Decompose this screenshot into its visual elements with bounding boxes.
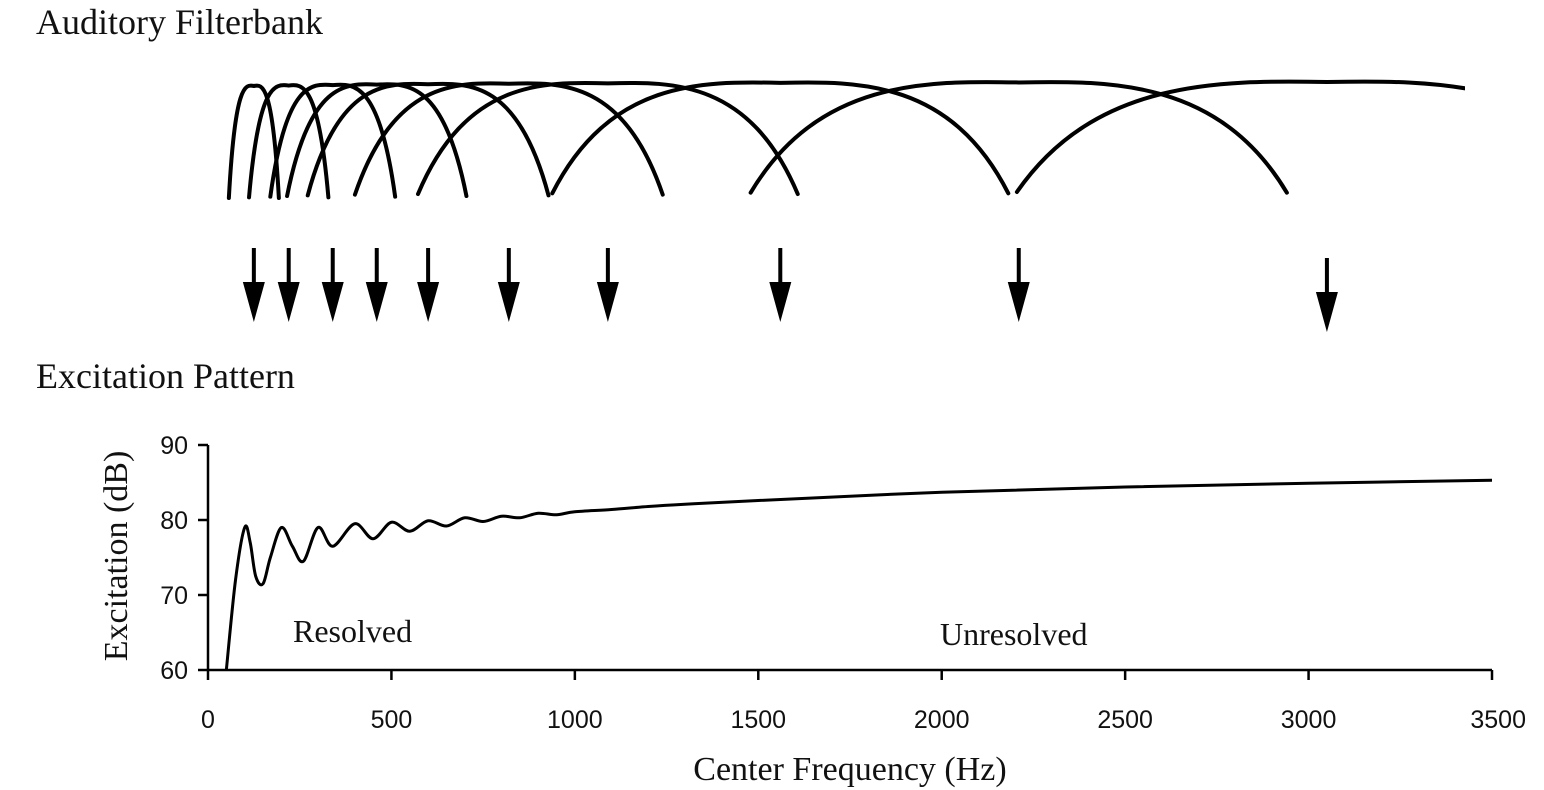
resolved-annotation: Resolved xyxy=(293,613,412,649)
arrow-head xyxy=(242,282,265,322)
filter-curve xyxy=(416,80,800,196)
filter-arrow xyxy=(242,248,265,322)
filter-curve xyxy=(305,81,551,198)
arrow-head xyxy=(417,282,440,322)
filterbank-curves xyxy=(226,79,1465,200)
excitation-plot: 60 70 80 90 0 500 1000 1500 2000 2500 3000 3500 Re… xyxy=(98,432,1526,788)
x-tick-label: 2000 xyxy=(914,706,970,734)
arrow-head xyxy=(769,282,792,322)
y-tick-label: 70 xyxy=(160,582,188,610)
filter-curve xyxy=(1014,79,1465,194)
filter-curve xyxy=(285,82,469,198)
filter-arrow xyxy=(417,248,440,322)
filter-arrow xyxy=(1007,248,1030,322)
y-ticks: 60 70 80 90 xyxy=(160,432,208,685)
x-tick-label: 500 xyxy=(371,706,413,734)
filter-arrow xyxy=(596,248,619,322)
filter-arrow xyxy=(497,248,520,322)
unresolved-annotation: Unresolved xyxy=(940,616,1088,652)
x-tick-label: 2500 xyxy=(1097,706,1153,734)
filter-arrow xyxy=(1315,258,1338,332)
x-tick-label: 0 xyxy=(201,706,215,734)
arrow-head xyxy=(277,282,300,322)
filter-arrows xyxy=(242,248,1338,332)
x-axis-title: Center Frequency (Hz) xyxy=(693,751,1006,788)
x-ticks: 0 500 1000 1500 2000 2500 3000 3500 xyxy=(201,670,1526,734)
y-tick-label: 90 xyxy=(160,432,188,460)
arrow-head xyxy=(596,282,619,322)
filter-curve xyxy=(268,82,398,199)
arrow-head xyxy=(1007,282,1030,322)
arrow-head xyxy=(365,282,388,322)
y-tick-label: 80 xyxy=(160,507,188,535)
arrow-head xyxy=(321,282,344,322)
filter-curve xyxy=(748,80,1289,195)
arrow-head xyxy=(497,282,520,322)
x-tick-label: 1000 xyxy=(547,706,603,734)
arrow-head xyxy=(1315,292,1338,332)
x-tick-label: 1500 xyxy=(730,706,786,734)
filter-curve xyxy=(550,80,1011,196)
filter-curve xyxy=(352,81,665,197)
x-tick-label: 3000 xyxy=(1281,706,1337,734)
y-tick-label: 60 xyxy=(160,657,188,685)
x-tick-label: 3500 xyxy=(1470,706,1526,734)
filter-curve xyxy=(226,83,281,200)
filter-arrow xyxy=(365,248,388,322)
y-axis-title: Excitation (dB) xyxy=(98,451,135,662)
filter-curve xyxy=(247,83,331,200)
excitation-title: Excitation Pattern xyxy=(36,356,295,396)
filter-arrow xyxy=(769,248,792,322)
filter-arrow xyxy=(277,248,300,322)
filterbank-title: Auditory Filterbank xyxy=(36,2,323,42)
excitation-series-line xyxy=(224,478,1493,671)
filter-arrow xyxy=(321,248,344,322)
